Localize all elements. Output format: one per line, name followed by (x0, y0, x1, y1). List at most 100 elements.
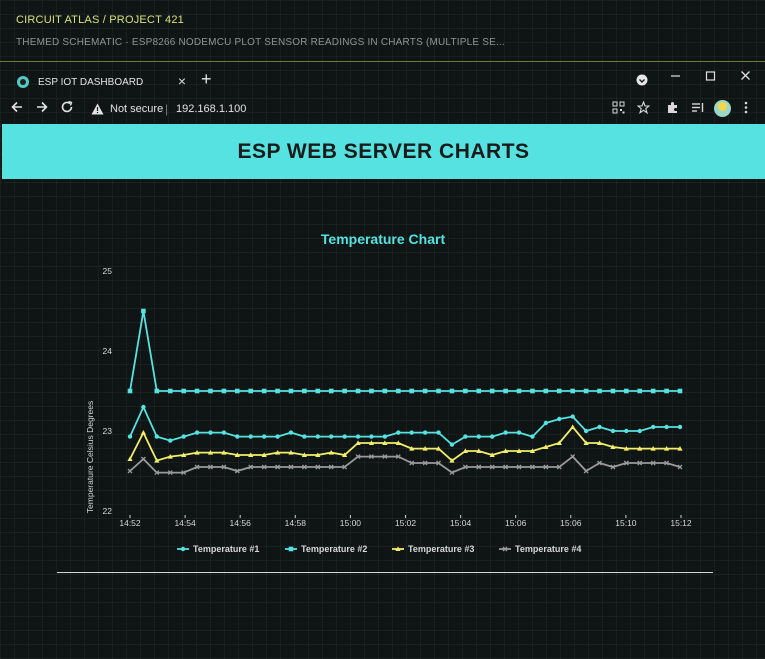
data-point[interactable] (342, 464, 348, 470)
data-point[interactable] (476, 448, 482, 453)
data-point[interactable] (623, 446, 629, 451)
data-point[interactable] (677, 446, 683, 451)
data-point[interactable] (167, 454, 173, 459)
data-point[interactable] (597, 388, 602, 394)
data-point[interactable] (530, 388, 535, 394)
data-point[interactable] (355, 388, 361, 394)
data-point[interactable] (503, 430, 508, 435)
legend-item[interactable]: Temperature #3 (392, 544, 474, 554)
data-point[interactable] (382, 388, 388, 394)
data-point[interactable] (315, 464, 321, 470)
data-point[interactable] (395, 440, 401, 445)
qr-code-icon[interactable] (612, 101, 625, 117)
data-point[interactable] (168, 438, 173, 443)
data-point[interactable] (221, 450, 227, 455)
data-point[interactable] (583, 468, 589, 474)
data-point[interactable] (463, 388, 468, 394)
data-point[interactable] (194, 464, 200, 470)
data-point[interactable] (610, 428, 616, 434)
data-point[interactable] (221, 430, 227, 435)
data-point[interactable] (235, 434, 240, 439)
data-point[interactable] (329, 434, 334, 439)
kebab-menu-icon[interactable] (744, 101, 748, 117)
data-point[interactable] (409, 430, 414, 435)
data-point[interactable] (610, 444, 616, 449)
data-point[interactable] (677, 388, 683, 394)
data-point[interactable] (476, 464, 482, 470)
data-point[interactable] (637, 446, 643, 451)
browser-tab[interactable]: ESP IOT DASHBOARD × (6, 70, 192, 94)
data-point[interactable] (476, 388, 482, 394)
data-point[interactable] (288, 388, 294, 394)
data-point[interactable] (181, 470, 187, 476)
data-point[interactable] (583, 440, 589, 445)
data-point[interactable] (462, 448, 468, 453)
data-point[interactable] (261, 452, 267, 457)
data-point[interactable] (664, 460, 670, 466)
data-point[interactable] (355, 454, 361, 460)
legend-item[interactable]: Temperature #2 (285, 544, 367, 554)
data-point[interactable] (395, 454, 401, 460)
data-point[interactable] (140, 456, 146, 462)
data-point[interactable] (328, 388, 334, 394)
data-point[interactable] (167, 388, 173, 394)
data-point[interactable] (207, 450, 214, 455)
data-point[interactable] (396, 430, 401, 435)
star-icon[interactable] (636, 100, 651, 117)
data-point[interactable] (462, 464, 468, 470)
data-point[interactable] (449, 442, 455, 447)
reload-icon[interactable] (60, 100, 74, 118)
data-point[interactable] (597, 460, 602, 466)
data-point[interactable] (355, 440, 361, 445)
warning-icon[interactable] (91, 102, 104, 115)
data-point[interactable] (248, 434, 253, 439)
data-point[interactable] (449, 458, 455, 463)
data-point[interactable] (248, 452, 254, 457)
tab-close-icon[interactable]: × (177, 73, 186, 89)
data-point[interactable] (436, 460, 441, 466)
data-point[interactable] (208, 430, 213, 435)
data-point[interactable] (234, 452, 240, 457)
chart-legend[interactable]: Temperature #1 Temperature #2 Temperature … (177, 544, 581, 554)
not-secure-label[interactable]: Not secure (110, 103, 164, 115)
data-point[interactable] (342, 452, 348, 457)
data-point[interactable] (556, 388, 562, 394)
data-point[interactable] (328, 464, 334, 470)
data-point[interactable] (543, 444, 549, 449)
data-point[interactable] (422, 430, 428, 435)
data-point[interactable] (154, 388, 160, 394)
data-point[interactable] (154, 434, 160, 439)
legend-item[interactable]: Temperature #1 (177, 544, 259, 554)
reading-list-icon[interactable] (691, 101, 705, 117)
data-point[interactable] (141, 308, 146, 314)
data-point[interactable] (596, 440, 603, 445)
data-point[interactable] (556, 440, 562, 445)
data-point[interactable] (409, 388, 415, 394)
data-point[interactable] (302, 434, 307, 439)
data-point[interactable] (583, 388, 589, 394)
data-point[interactable] (342, 388, 347, 394)
data-point[interactable] (235, 388, 240, 394)
maximize-icon[interactable] (705, 70, 716, 85)
data-point[interactable] (248, 464, 254, 470)
data-point[interactable] (664, 424, 669, 430)
data-point[interactable] (570, 454, 576, 460)
data-point[interactable] (288, 464, 294, 470)
data-point[interactable] (516, 430, 522, 435)
data-point[interactable] (248, 388, 254, 394)
data-point[interactable] (422, 388, 428, 394)
data-point[interactable] (382, 440, 388, 445)
data-point[interactable] (275, 434, 280, 439)
data-point[interactable] (288, 430, 294, 435)
data-point[interactable] (181, 452, 187, 457)
data-point[interactable] (221, 388, 227, 394)
close-window-icon[interactable] (740, 70, 751, 85)
data-point[interactable] (597, 424, 602, 430)
data-point[interactable] (301, 464, 307, 470)
data-point[interactable] (382, 454, 388, 460)
data-point[interactable] (208, 388, 213, 394)
data-point[interactable] (677, 464, 683, 470)
data-point[interactable] (194, 388, 200, 394)
data-point[interactable] (301, 452, 307, 457)
data-point[interactable] (503, 464, 509, 470)
